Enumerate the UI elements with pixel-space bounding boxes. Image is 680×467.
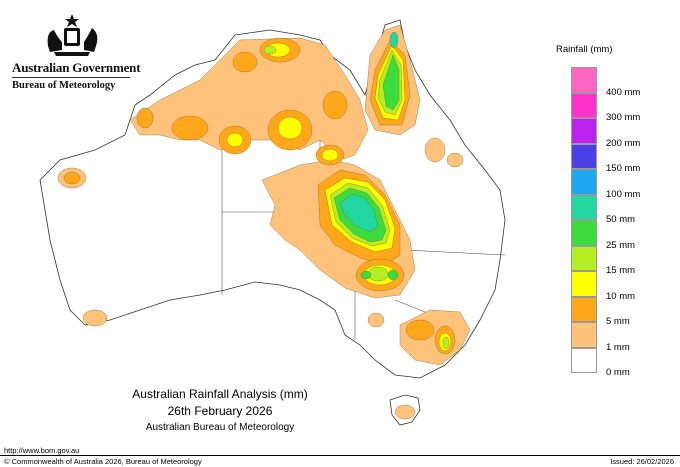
legend-title: Rainfall (mm)	[556, 44, 613, 55]
government-name: Australian Government	[12, 60, 141, 75]
bom-url-link[interactable]: http://www.bom.gov.au	[4, 446, 80, 455]
legend-swatch	[571, 322, 597, 348]
legend-label: 50 mm	[606, 214, 636, 225]
government-crest-icon	[47, 14, 98, 56]
map-source: Australian Bureau of Meteorology	[145, 422, 295, 433]
legend-swatch	[571, 92, 597, 118]
legend-label: 1 mm	[606, 341, 630, 353]
legend-label: 0 mm	[606, 367, 630, 378]
legend-label: 400 mm	[606, 86, 641, 98]
legend-label: 10 mm	[606, 290, 636, 302]
legend-swatch	[571, 169, 597, 195]
legend-swatch	[571, 245, 597, 271]
legend-swatch	[571, 194, 597, 220]
legend-swatch	[571, 220, 597, 246]
legend-label: 300 mm	[606, 112, 641, 123]
legend-swatch	[571, 271, 597, 297]
legend-swatch	[571, 296, 597, 322]
legend-label: 200 mm	[606, 137, 641, 149]
issued-date: Issued: 26/02/2026	[610, 457, 674, 466]
map-title: Australian Rainfall Analysis (mm)	[132, 387, 308, 401]
legend-swatch	[571, 143, 597, 169]
legend-label: 150 mm	[606, 163, 641, 174]
bureau-name: Bureau of Meteorology	[12, 80, 116, 91]
copyright-text: © Commonwealth of Australia 2026, Bureau…	[4, 457, 202, 466]
map-date: 26th February 2026	[167, 404, 273, 418]
legend-swatch	[571, 67, 597, 93]
header-divider	[12, 77, 130, 78]
legend-label: 15 mm	[606, 265, 636, 276]
legend-label: 25 mm	[606, 239, 636, 251]
legend-label: 5 mm	[606, 316, 630, 327]
legend-swatch	[571, 118, 597, 144]
legend-label: 100 mm	[606, 188, 641, 200]
legend-swatch	[571, 347, 597, 373]
rain-50mm-regions	[339, 31, 399, 233]
footer-divider	[0, 455, 680, 456]
